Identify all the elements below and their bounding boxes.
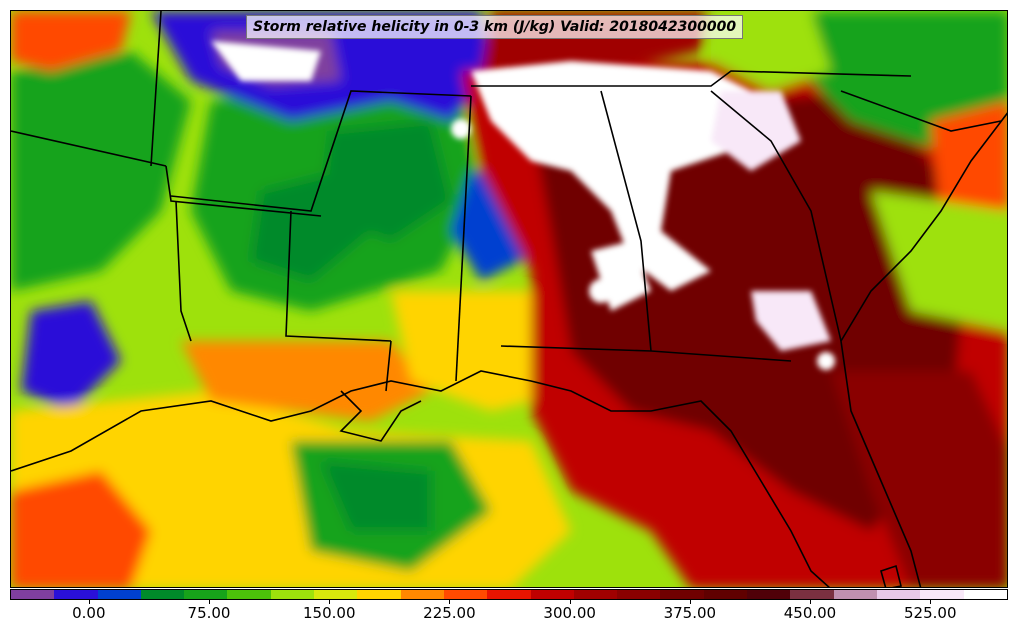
field-white-north	[471, 61, 771, 291]
field-white-ga	[751, 291, 831, 351]
colorbar-swatch	[443, 590, 488, 599]
boundaries	[11, 11, 1007, 587]
field-blue-texas	[21, 301, 121, 411]
field-red-northwest	[11, 11, 131, 71]
colorbar-tick-label: 375.00	[663, 604, 717, 622]
coastline-la-delta	[339, 390, 422, 442]
border-ga-sc	[710, 90, 842, 342]
colorbar-tick-label: 525.00	[904, 604, 957, 622]
field-white-blob	[817, 352, 835, 370]
colorbar-tick	[689, 600, 691, 604]
colorbar-tick	[809, 600, 811, 604]
colorbar-swatch	[747, 590, 791, 599]
field-white-top	[211, 41, 321, 81]
colorbar-swatch	[833, 590, 877, 599]
map-title-box: Storm relative helicity in 0-3 km (J/kg)…	[246, 15, 744, 39]
colorbar-tick-label: 225.00	[423, 604, 476, 622]
colorbar-tick	[569, 600, 571, 604]
colorbar-tick-label: 300.00	[543, 604, 596, 622]
colorbar-swatch	[790, 590, 834, 599]
field-green-west	[11, 51, 191, 291]
coastline-atlantic	[840, 112, 1007, 587]
colorbar-swatch	[357, 590, 401, 599]
field-pink-north	[711, 91, 801, 171]
colorbar-tick	[930, 600, 932, 604]
colorbar-swatch	[227, 590, 271, 599]
colorbar-swatch	[876, 590, 921, 599]
border-sc-nc	[840, 90, 1002, 132]
coastline-gulf	[11, 370, 830, 587]
colorbar-tick	[88, 600, 90, 604]
field-white-blob	[589, 279, 613, 303]
field-darkgreen-gulf	[321, 461, 431, 531]
colorbar-swatch	[11, 590, 55, 599]
colorbar-swatch	[487, 590, 531, 599]
field-lime-east	[871, 191, 1007, 331]
helicity-map	[11, 11, 1007, 587]
field-darkred-fl	[831, 371, 1007, 587]
border-tx-ar	[165, 165, 322, 217]
colorbar-tick	[329, 600, 331, 604]
border-al-fl	[500, 345, 792, 362]
border-tn-north	[471, 70, 912, 87]
colorbar-swatch	[54, 590, 98, 599]
colorbar-tick	[209, 600, 210, 604]
colorbar-swatch	[530, 590, 574, 599]
colorbar-swatch	[920, 590, 964, 599]
colorbar-swatch	[703, 590, 748, 599]
colorbar-swatch	[270, 590, 315, 599]
field-white-blob	[451, 119, 471, 139]
border-al-ga	[600, 90, 652, 352]
map-title: Storm relative helicity in 0-3 km (J/kg)…	[253, 19, 737, 35]
colorbar-tick-label: 450.00	[783, 604, 837, 622]
border-tx-ok-vertical	[150, 11, 162, 167]
colorbar-swatch	[963, 590, 1007, 599]
border-ok-tx	[11, 130, 167, 167]
colorbar-swatch	[97, 590, 141, 599]
colorbar-swatch	[140, 590, 185, 599]
colorbar-tick-label: 150.00	[303, 604, 356, 622]
colorbar-swatch	[314, 590, 358, 599]
colorbar-swatch	[573, 590, 618, 599]
border-ar-la	[175, 200, 192, 342]
field-yellow-south	[391, 291, 571, 411]
field-red-gulf-west	[11, 471, 151, 587]
field-orange-la	[181, 341, 431, 421]
border-ms-al	[455, 95, 472, 382]
colorbar-tick	[449, 600, 451, 604]
colorbar-swatch	[660, 590, 704, 599]
colorbar-tick-label: 0.00	[72, 604, 106, 622]
colorbar-tick-label: 75.00	[187, 604, 231, 622]
field-darkgreen-arkansas	[321, 121, 451, 241]
colorbar	[10, 589, 1008, 600]
border-la-north	[285, 210, 392, 342]
lake-okeechobee	[880, 564, 902, 587]
colorbar-swatch	[400, 590, 444, 599]
map-panel	[10, 10, 1008, 588]
colorbar-swatch	[617, 590, 661, 599]
border-ar-north	[170, 90, 472, 212]
colorbar-swatch	[184, 590, 228, 599]
